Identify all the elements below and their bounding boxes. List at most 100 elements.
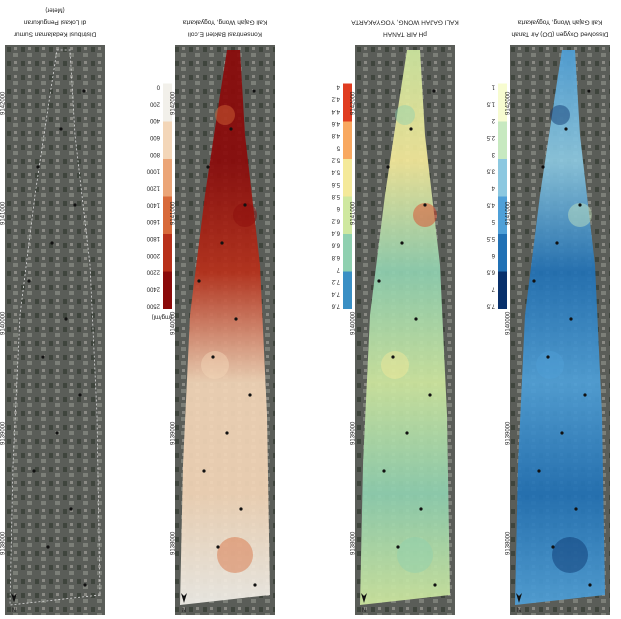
sample-point [59,127,62,130]
legend-label: 4.5 [486,201,495,207]
legend-label: 6.8 [331,254,340,260]
panel-subtitle: KALI GAJAH WONG, YOGYAKARTA [351,18,459,25]
sample-point [396,545,399,548]
sample-point [583,393,586,396]
panel-subtitle: Kali Gajah Wong, Yogyakarta [517,18,602,25]
legend-label: 2 [491,117,495,123]
coord-label: 9141000 [171,201,177,225]
coord-label: 9139000 [351,421,357,445]
sample-point [248,393,251,396]
legend-label: 5 [336,144,340,150]
heatmap-blob [568,203,592,227]
sample-point [27,279,30,282]
legend-label: 400 [149,117,160,123]
heatmap-blob [413,203,437,227]
coord-label: 9142000 [506,91,512,115]
sample-point [587,89,590,92]
legend-swatch [343,159,352,197]
legend-label: 1.5 [486,100,495,106]
legend-label: 2000 [146,252,160,258]
sample-point [82,89,85,92]
sample-point [564,127,567,130]
sample-point [428,393,431,396]
legend-label: 5.4 [331,169,340,175]
sample-point [423,203,426,206]
heatmap-blob [395,105,415,125]
legend-label: 7 [336,266,340,272]
sample-point [78,393,81,396]
sample-point [239,507,242,510]
sample-point [400,241,403,244]
legend-label: 6 [336,205,340,211]
sample-point [225,431,228,434]
sample-point [41,355,44,358]
legend-label: 6.6 [331,242,340,248]
sample-point [229,127,232,130]
sample-point [197,279,200,282]
legend-label: 1200 [146,184,160,190]
legend-label: 5 [491,218,495,224]
legend-unit: (mg/ml) [152,313,172,319]
sample-point [414,317,417,320]
sample-point [243,203,246,206]
sample-point [551,545,554,548]
legend-swatch [163,121,172,159]
legend-swatch [498,234,507,272]
sample-point [234,317,237,320]
legend-label: 4.4 [331,108,340,114]
legend-label: 2400 [146,286,160,292]
sample-point [409,127,412,130]
sample-point [532,279,535,282]
legend-label: 1000 [146,168,160,174]
legend-label: 7.4 [331,290,340,296]
sample-point [83,583,86,586]
legend-label: 2200 [146,269,160,275]
north-label: N [517,605,521,611]
sample-point [253,583,256,586]
legend-label: 4 [491,184,495,190]
legend-label: 1600 [146,218,160,224]
sample-point [206,165,209,168]
legend-label: 4.2 [331,96,340,102]
sample-point [555,241,558,244]
sample-point [578,203,581,206]
panel-title: Konsentrasi Bakteri E.coli [188,30,262,37]
sample-point [220,241,223,244]
legend-label: 1400 [146,201,160,207]
coord-label: 9140000 [506,311,512,335]
legend-swatch [163,234,172,272]
coord-label: 9142000 [1,91,7,115]
sample-point [588,583,591,586]
coord-label: 9140000 [1,311,7,335]
legend-label: 5.5 [486,235,495,241]
sample-point [432,89,435,92]
coord-label: 9138000 [351,531,357,555]
map-figure: 7.576.565.554.543.532.521.51N91380009139… [0,0,621,619]
panel-unit: (Meter) [45,6,64,12]
sample-point [64,317,67,320]
heatmap-blob [233,203,257,227]
legend-label: 1800 [146,235,160,241]
legend-swatch [498,271,507,309]
legend-label: 600 [149,134,160,140]
legend-swatch [163,159,172,197]
legend-swatch [343,234,352,272]
legend-label: 4.6 [331,120,340,126]
legend-label: 4.8 [331,132,340,138]
heatmap-blob [381,351,409,379]
sample-point [405,431,408,434]
sample-point [546,355,549,358]
sample-point [32,469,35,472]
map-panel: 2500240022002000180016001400120010008006… [146,18,275,615]
heatmap-blob [550,105,570,125]
heatmap-blob [397,537,433,573]
coord-label: 9141000 [351,201,357,225]
sample-point [50,241,53,244]
sample-point [73,203,76,206]
legend-swatch [163,271,172,309]
sample-point [216,545,219,548]
coord-label: 9138000 [1,531,7,555]
coord-label: 9141000 [1,201,7,225]
coord-label: 9139000 [1,421,7,445]
map-panel: 7.67.47.276.86.66.46.265.85.65.45.254.84… [331,18,459,615]
